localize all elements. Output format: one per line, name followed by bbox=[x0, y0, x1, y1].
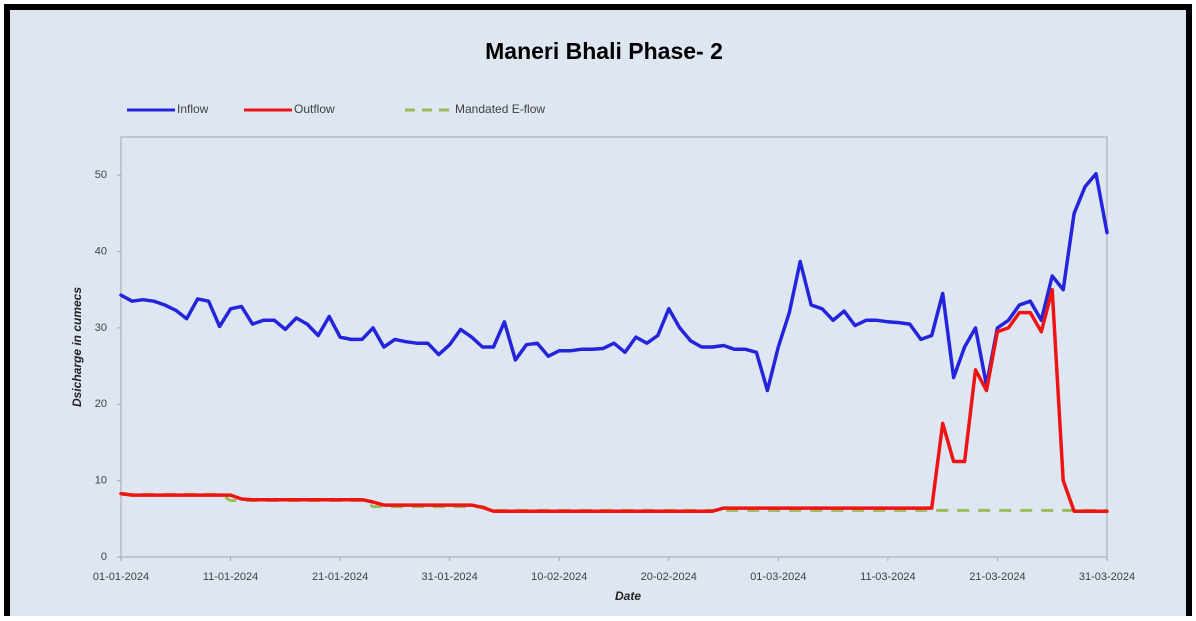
y-tick-label: 10 bbox=[95, 475, 107, 487]
y-tick-label: 30 bbox=[95, 322, 107, 334]
x-tick-label: 11-03-2024 bbox=[860, 571, 915, 583]
y-axis-label: Dsicharge in cumecs bbox=[70, 287, 84, 407]
x-axis-label: Date bbox=[615, 589, 641, 603]
x-tick-label: 11-01-2024 bbox=[203, 571, 258, 583]
x-tick-label: 01-03-2024 bbox=[750, 571, 806, 583]
legend-label: Inflow bbox=[177, 102, 209, 116]
x-tick-label: 31-03-2024 bbox=[1079, 571, 1135, 583]
y-tick-label: 40 bbox=[95, 245, 107, 257]
x-tick-label: 01-01-2024 bbox=[93, 571, 149, 583]
series-line bbox=[119, 171, 1109, 393]
chart-title: Maneri Bhali Phase- 2 bbox=[485, 38, 723, 64]
legend-label: Outflow bbox=[294, 102, 335, 116]
series-line bbox=[121, 492, 1107, 512]
chart-frame bbox=[4, 4, 1192, 621]
plot-area bbox=[120, 136, 1108, 558]
y-tick-label: 20 bbox=[95, 398, 107, 410]
legend-label: Mandated E-flow bbox=[455, 102, 545, 116]
x-tick-label: 31-01-2024 bbox=[422, 571, 478, 583]
x-tick-label: 21-03-2024 bbox=[969, 571, 1025, 583]
y-tick-label: 50 bbox=[95, 169, 107, 181]
series-line bbox=[119, 287, 1109, 513]
x-tick-label: 21-01-2024 bbox=[312, 571, 368, 583]
x-tick-label: 20-02-2024 bbox=[641, 571, 697, 583]
x-tick-label: 10-02-2024 bbox=[531, 571, 587, 583]
y-tick-label: 0 bbox=[101, 551, 107, 563]
